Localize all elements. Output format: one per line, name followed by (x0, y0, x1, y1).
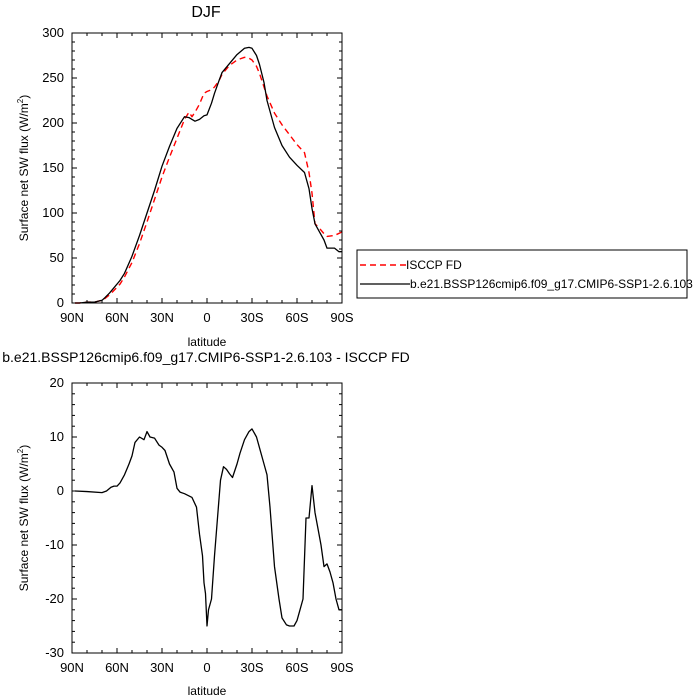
top-plot-legend: ISCCP FD b.e21.BSSP126cmip6.f09_g17.CMIP… (356, 249, 693, 299)
x-tick-label: 60S (285, 310, 308, 325)
x-tick-label: 60N (105, 660, 129, 675)
legend-label-model: b.e21.BSSP126cmip6.f09_g17.CMIP6-SSP1-2.… (410, 277, 693, 291)
x-tick-label: 90N (60, 310, 84, 325)
x-tick-label: 60N (105, 310, 129, 325)
x-tick-label: 30S (240, 660, 263, 675)
y-tick-label: 100 (42, 205, 64, 220)
bottom-plot-y-axis-label-main: Surface net SW flux (W/m (17, 453, 31, 591)
x-tick-label: 30S (240, 310, 263, 325)
y-tick-label: -10 (45, 537, 64, 552)
bottom-plot: b.e21.BSSP126cmip6.f09_g17.CMIP6-SSP1-2.… (2, 349, 410, 698)
top-plot-x-axis-label: latitude (188, 335, 227, 349)
bottom-plot-y-axis-label-sup: 2 (16, 448, 25, 453)
y-tick-label: 150 (42, 160, 64, 175)
y-tick-label: 0 (57, 295, 64, 310)
bottom-plot-x-axis-label: latitude (188, 684, 227, 698)
y-tick-label: 50 (50, 250, 64, 265)
top-plot-y-axis-label: Surface net SW flux (W/m2) (16, 95, 31, 241)
bottom-plot-series (74, 428, 342, 627)
top-plot: DJF 90N 60N 30N 0 30S 60S 90S 0 50 100 150 200 250 3… (16, 4, 693, 349)
y-tick-label: 20 (50, 375, 64, 390)
x-tick-label: 60S (285, 660, 308, 675)
top-plot-series-line-1 (75, 46, 342, 304)
bottom-plot-y-axis-label-close: ) (17, 445, 31, 449)
x-tick-label: 30N (150, 660, 174, 675)
top-plot-y-ticks: 0 50 100 150 200 250 300 (42, 25, 342, 310)
y-tick-label: 300 (42, 25, 64, 40)
legend-box (356, 249, 688, 299)
y-tick-label: -30 (45, 645, 64, 660)
x-tick-label: 0 (203, 310, 210, 325)
top-plot-frame (71, 32, 343, 304)
x-tick-label: 30N (150, 310, 174, 325)
top-plot-series (75, 46, 343, 304)
top-plot-y-axis-label-close: ) (17, 95, 31, 99)
top-plot-series-line-0 (75, 56, 343, 304)
y-tick-label: -20 (45, 591, 64, 606)
x-tick-label: 0 (203, 660, 210, 675)
y-tick-label: 200 (42, 115, 64, 130)
y-tick-label: 10 (50, 429, 64, 444)
top-plot-y-axis-label-sup: 2 (16, 98, 25, 103)
bottom-plot-series-line-0 (74, 428, 342, 627)
legend-label-isccp: ISCCP FD (406, 258, 462, 272)
top-plot-title: DJF (191, 4, 221, 21)
bottom-plot-title: b.e21.BSSP126cmip6.f09_g17.CMIP6-SSP1-2.… (2, 349, 410, 365)
x-tick-label: 90S (330, 660, 353, 675)
y-tick-label: 0 (57, 483, 64, 498)
top-plot-y-axis-label-main: Surface net SW flux (W/m (17, 103, 31, 241)
bottom-plot-y-axis-label: Surface net SW flux (W/m2) (16, 445, 31, 591)
y-tick-label: 250 (42, 70, 64, 85)
x-tick-label: 90S (330, 310, 353, 325)
bottom-plot-y-ticks: -30 -20 -10 0 10 20 (45, 375, 342, 660)
bottom-plot-x-ticks: 90N 60N 30N 0 30S 60S 90S (60, 383, 354, 675)
top-plot-x-ticks: 90N 60N 30N 0 30S 60S 90S (60, 33, 354, 325)
x-tick-label: 90N (60, 660, 84, 675)
